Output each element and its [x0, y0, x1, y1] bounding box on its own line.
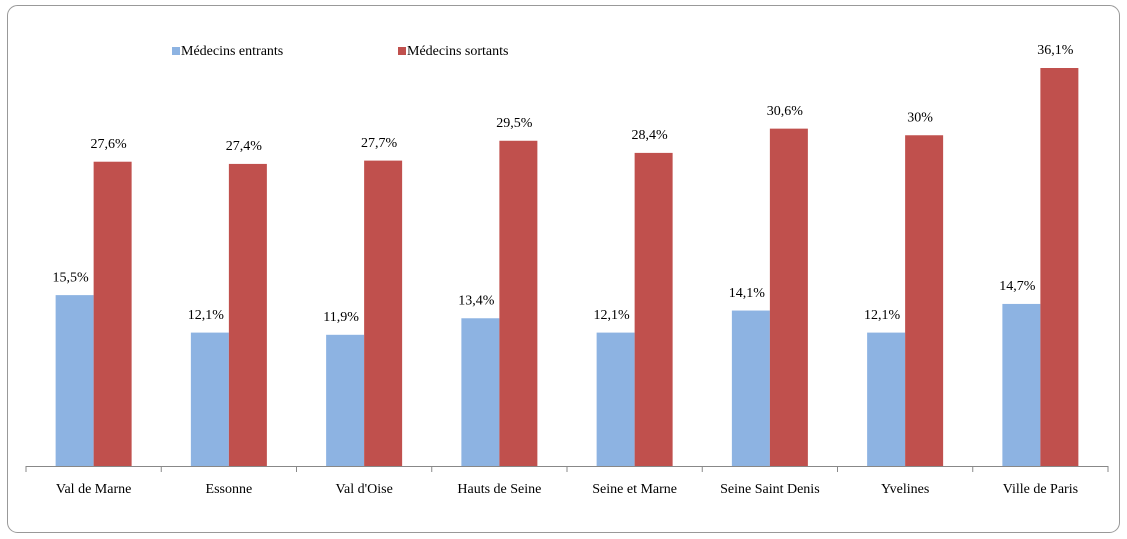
legend-swatch: [398, 47, 406, 55]
legend-swatch: [172, 47, 180, 55]
bar: [731, 310, 770, 466]
bar: [228, 163, 267, 466]
bar: [769, 128, 808, 466]
bar: [461, 318, 500, 466]
value-label: 14,7%: [999, 279, 1036, 294]
value-label: 13,4%: [458, 293, 495, 308]
value-label: 12,1%: [864, 308, 901, 323]
value-label: 29,5%: [496, 116, 533, 131]
x-tick-label: Val de Marne: [56, 482, 131, 497]
x-tick-label: Essonne: [206, 482, 253, 497]
bar: [634, 152, 673, 466]
value-label: 27,6%: [91, 137, 128, 152]
bar: [905, 135, 944, 466]
value-label: 12,1%: [188, 308, 225, 323]
bar: [596, 332, 635, 466]
value-label: 27,4%: [226, 139, 263, 154]
value-label: 15,5%: [53, 270, 90, 285]
bar: [499, 140, 538, 467]
bar: [190, 332, 229, 466]
x-tick-label: Yvelines: [881, 482, 929, 497]
legend-label: Médecins entrants: [181, 44, 283, 59]
value-label: 12,1%: [594, 308, 631, 323]
value-label: 27,7%: [361, 136, 398, 151]
bar: [93, 161, 132, 466]
bar: [1002, 303, 1041, 466]
value-label: 36,1%: [1037, 43, 1074, 58]
x-tick-label: Seine et Marne: [592, 482, 677, 497]
bar: [55, 295, 94, 466]
value-label: 30,6%: [767, 104, 804, 119]
value-label: 30%: [907, 110, 933, 125]
x-tick-label: Val d'Oise: [335, 482, 392, 497]
chart-frame: [7, 5, 1120, 533]
value-label: 11,9%: [323, 310, 359, 325]
bar: [1040, 68, 1079, 466]
x-tick-label: Seine Saint Denis: [720, 482, 820, 497]
value-label: 14,1%: [729, 286, 766, 301]
legend-label: Médecins sortants: [407, 44, 508, 59]
x-tick-label: Hauts de Seine: [457, 482, 541, 497]
bar: [326, 334, 365, 466]
value-label: 28,4%: [632, 128, 669, 143]
bar: [867, 332, 906, 466]
x-tick-label: Ville de Paris: [1003, 482, 1078, 497]
bar: [364, 160, 403, 466]
